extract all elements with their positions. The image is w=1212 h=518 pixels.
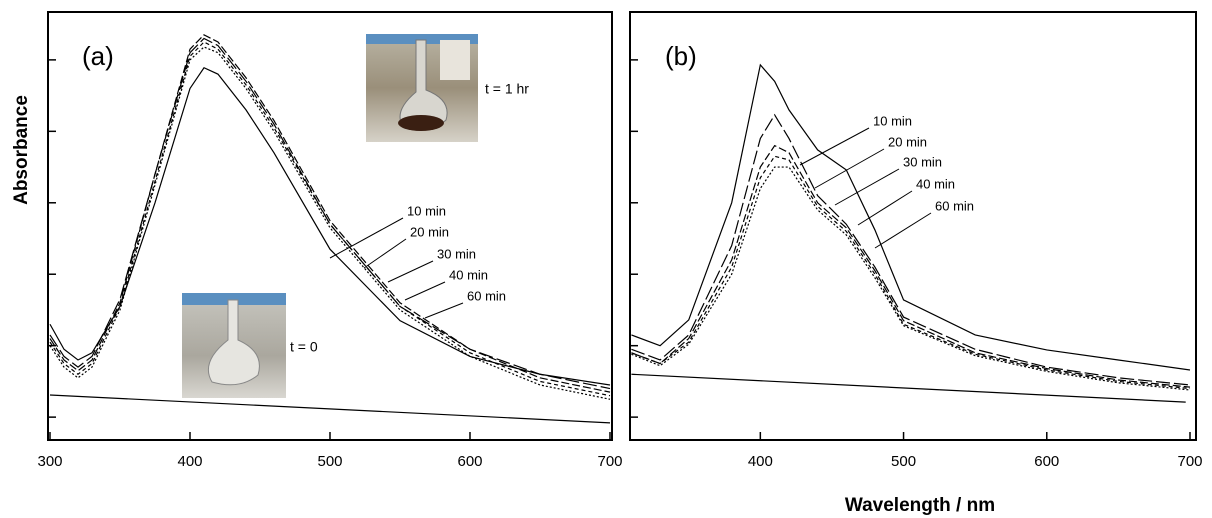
label-leader [834,168,900,206]
label-leader [387,260,434,283]
label-leader [874,212,932,249]
series-line [49,37,611,390]
series-line [631,113,1191,386]
annotation: t = 0 [290,339,318,355]
x-tick-label: 700 [597,453,622,470]
series-label: 20 min [410,224,449,239]
series-label: 20 min [888,134,927,149]
series-label: 30 min [903,154,942,169]
label-leader [857,190,913,226]
x-tick-label: 500 [891,453,916,470]
series-line [49,46,611,400]
x-tick-label: 600 [1034,453,1059,470]
label-leader [404,281,446,301]
series-line [49,41,611,397]
photo-inset [182,293,286,398]
baseline [631,373,1186,403]
series-label: 60 min [467,288,506,303]
label-leader [363,238,407,269]
x-tick-label: 600 [457,453,482,470]
series-label: 40 min [916,176,955,191]
series-line [631,144,1191,388]
panel-label: (b) [665,41,697,71]
label-leader [799,127,870,166]
label-leader [329,217,404,259]
series-label: 60 min [935,198,974,213]
series-line [49,34,611,393]
baseline [49,394,611,424]
y-axis-title: Absorbance [11,95,32,205]
series-line [631,155,1191,390]
series-label: 10 min [873,113,912,128]
x-tick-label: 400 [177,453,202,470]
x-tick-label: 400 [748,453,773,470]
series-line [49,66,611,386]
panel-label: (a) [82,41,114,71]
panel-frame [47,11,613,441]
label-leader [814,148,885,189]
label-leader [424,302,464,319]
x-tick-label: 700 [1177,453,1202,470]
annotation: t = 1 hr [485,81,529,97]
series-line [631,63,1191,371]
x-axis-title: Wavelength / nm [845,495,995,516]
series-label: 10 min [407,203,446,218]
x-tick-label: 300 [37,453,62,470]
series-label: 40 min [449,267,488,282]
photo-inset [366,34,478,142]
panel-frame [629,11,1197,441]
series-label: 30 min [437,246,476,261]
x-tick-label: 500 [317,453,342,470]
